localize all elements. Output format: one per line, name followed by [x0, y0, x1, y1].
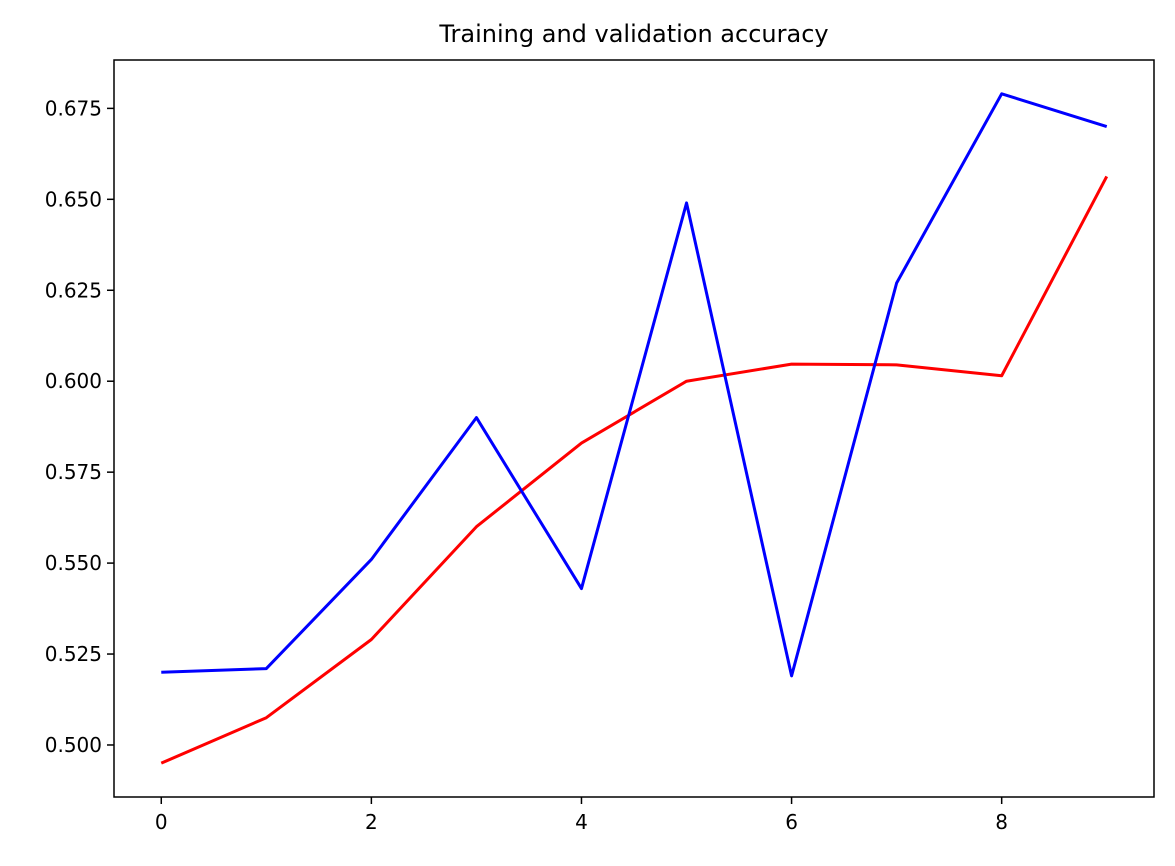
x-tick-label: 6	[785, 810, 798, 834]
y-tick-label: 0.500	[45, 733, 102, 757]
y-tick-label: 0.675	[45, 96, 102, 120]
x-axis: 0 2 4 6 8	[155, 797, 1008, 834]
y-tick-label: 0.575	[45, 460, 102, 484]
plot-frame	[113, 59, 1155, 798]
y-axis: 0.500 0.525 0.550 0.575 0.600 0.625 0.650 0.675	[45, 96, 114, 757]
x-tick-label: 4	[575, 810, 588, 834]
series-layer	[160, 92, 1109, 765]
y-tick-label: 0.550	[45, 551, 102, 575]
x-tick-label: 0	[155, 810, 168, 834]
chart-title: Training and validation accuracy	[438, 20, 828, 48]
series-line-1	[161, 92, 1108, 678]
y-tick-label: 0.525	[45, 642, 102, 666]
y-tick-label: 0.625	[45, 278, 102, 302]
x-tick-label: 2	[365, 810, 378, 834]
x-tick-label: 8	[995, 810, 1008, 834]
series-line-0	[160, 175, 1109, 765]
y-tick-label: 0.650	[45, 187, 102, 211]
y-tick-label: 0.600	[45, 369, 102, 393]
